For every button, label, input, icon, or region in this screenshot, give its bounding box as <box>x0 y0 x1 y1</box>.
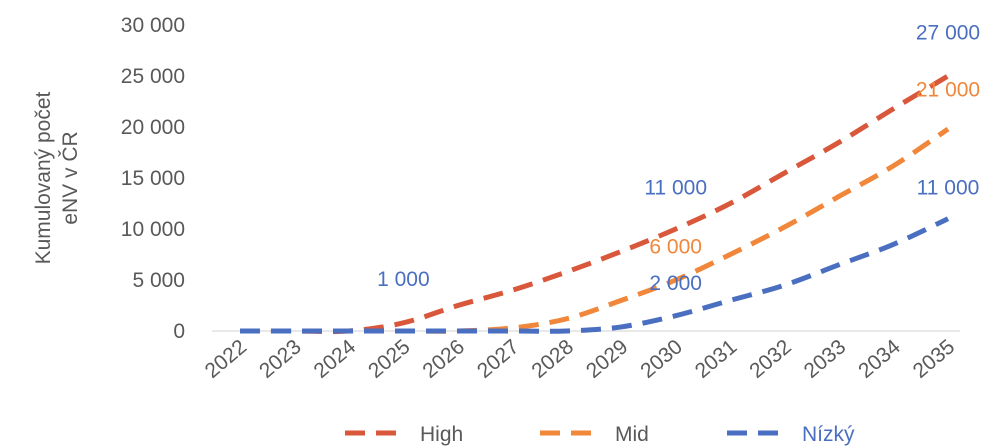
x-tick-label: 2032 <box>745 335 796 383</box>
data-label: 27 000 <box>916 21 980 44</box>
y-tick-label: 25 000 <box>121 65 185 88</box>
x-tick-label: 2024 <box>310 335 361 383</box>
series-line-nízký <box>240 216 950 334</box>
annotation-labels: 1 000 11 000 6 000 2 000 27 000 21 000 11 000 <box>377 21 980 295</box>
legend: High Mid Nízký <box>345 423 855 446</box>
data-label: 11 000 <box>917 176 980 199</box>
data-label: 2 000 <box>649 272 702 295</box>
x-tick-label: 2030 <box>636 335 687 383</box>
series-lines <box>240 73 950 335</box>
data-label: 21 000 <box>916 78 980 101</box>
y-axis-title-line: Kumulovaný počet <box>32 91 55 264</box>
x-tick-label: 2022 <box>201 335 252 383</box>
x-tick-labels: 2022 2023 2024 2025 2026 2027 2028 2029 2030 2031… <box>201 335 960 383</box>
legend-label: Mid <box>615 423 649 446</box>
legend-label: High <box>420 423 463 446</box>
series-line-high <box>240 73 950 335</box>
legend-label: Nízký <box>802 423 855 446</box>
x-tick-label: 2034 <box>854 335 905 383</box>
y-tick-label: 20 000 <box>121 116 185 139</box>
x-tick-label: 2025 <box>364 335 415 383</box>
series-line-mid <box>240 126 950 334</box>
y-tick-labels: 0 5 000 10 000 15 000 20 000 25 000 30 000 <box>121 14 185 343</box>
y-tick-label: 15 000 <box>121 167 185 190</box>
x-tick-label: 2023 <box>255 335 306 383</box>
y-tick-label: 5 000 <box>132 269 185 292</box>
y-tick-label: 0 <box>173 320 185 343</box>
x-tick-label: 2031 <box>691 335 742 383</box>
y-tick-label: 10 000 <box>121 218 185 241</box>
x-tick-label: 2027 <box>473 335 524 383</box>
x-tick-label: 2035 <box>909 335 960 383</box>
data-label: 6 000 <box>649 235 702 258</box>
y-axis-title-text: Kumulovaný počet eNV v ČR <box>32 91 82 264</box>
data-label: 11 000 <box>644 176 707 199</box>
x-tick-label: 2029 <box>582 335 633 383</box>
x-tick-label: 2028 <box>527 335 578 383</box>
x-tick-label: 2033 <box>800 335 851 383</box>
data-label: 1 000 <box>377 268 430 291</box>
x-tick-label: 2026 <box>418 335 469 383</box>
y-axis-title-line: eNV v ČR <box>59 131 82 224</box>
y-tick-label: 30 000 <box>121 14 185 37</box>
y-axis-title: Kumulovaný počet eNV v ČR <box>32 91 82 264</box>
